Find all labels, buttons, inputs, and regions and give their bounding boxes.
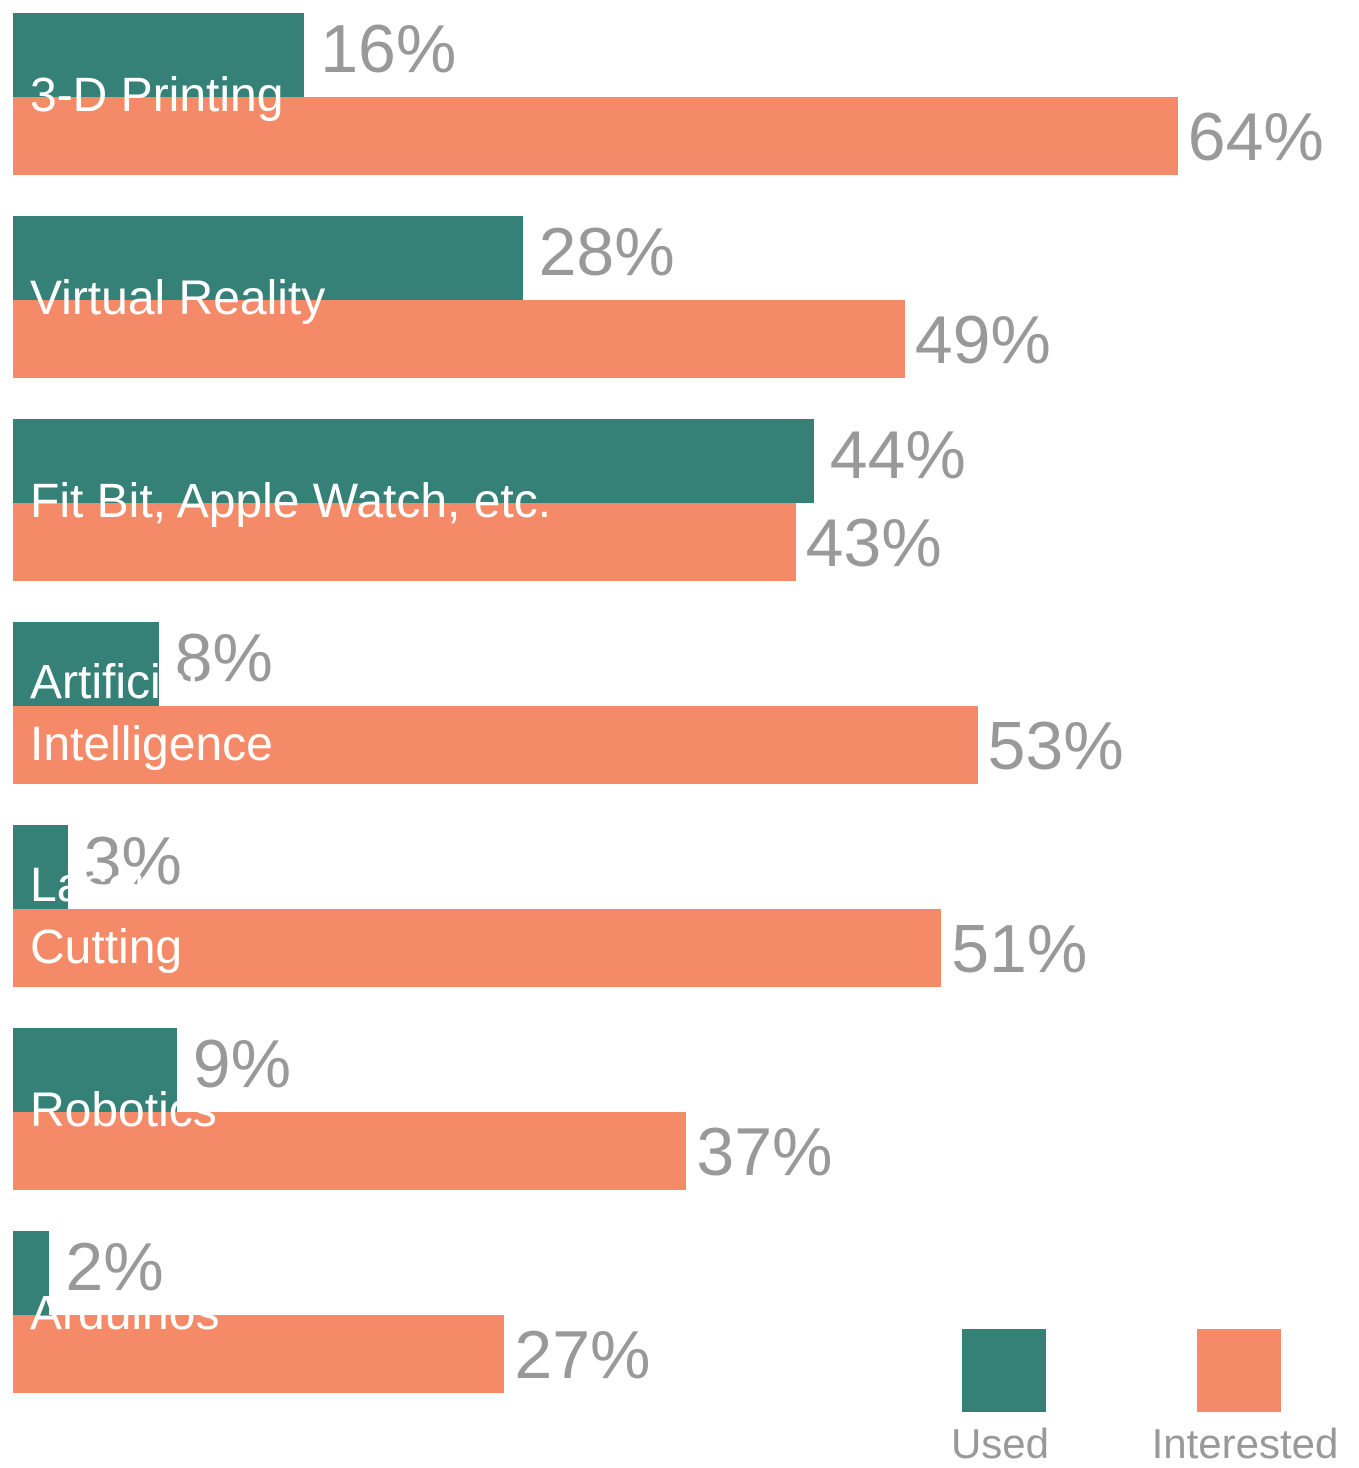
value-label: 51%	[951, 911, 1088, 987]
value-label: 28%	[538, 214, 675, 290]
value-label: 53%	[987, 708, 1124, 784]
value-label: 43%	[805, 505, 942, 581]
bar	[13, 622, 159, 706]
bar	[13, 13, 305, 97]
value-label: 9%	[192, 1026, 292, 1102]
value-label: 16%	[320, 11, 457, 87]
bar	[13, 216, 523, 300]
bar	[13, 503, 796, 581]
bar	[13, 909, 942, 987]
legend-label: Used	[950, 1420, 1050, 1467]
value-label: 49%	[914, 302, 1051, 378]
bar	[13, 706, 978, 784]
category-label: Robotics	[30, 1084, 217, 1137]
category-label: Arduinos	[30, 1287, 220, 1340]
bar	[13, 825, 68, 909]
category-label: Virtual Reality	[30, 272, 326, 325]
category-label: Fit Bit, Apple Watch, etc.	[30, 475, 552, 528]
category-label: Laser Cutting	[30, 859, 183, 974]
bar	[13, 1315, 505, 1393]
legend-swatch	[1197, 1329, 1281, 1412]
value-label: 37%	[696, 1114, 833, 1190]
value-label: 8%	[174, 620, 273, 696]
bar	[13, 1112, 687, 1190]
legend-label: Interested	[1151, 1420, 1339, 1467]
bar	[13, 419, 814, 503]
value-label: 27%	[514, 1317, 651, 1393]
bar	[13, 1231, 50, 1315]
bar	[13, 97, 1178, 175]
value-label: 2%	[65, 1229, 164, 1305]
legend-swatch	[962, 1329, 1046, 1412]
category-label: 3-D Printing	[30, 69, 284, 122]
category-label: Artificial Intelligence	[30, 656, 273, 771]
bar	[13, 1028, 177, 1112]
bar	[13, 300, 905, 378]
value-label: 64%	[1187, 99, 1324, 175]
value-label: 3%	[83, 823, 182, 899]
value-label: 44%	[829, 417, 966, 493]
